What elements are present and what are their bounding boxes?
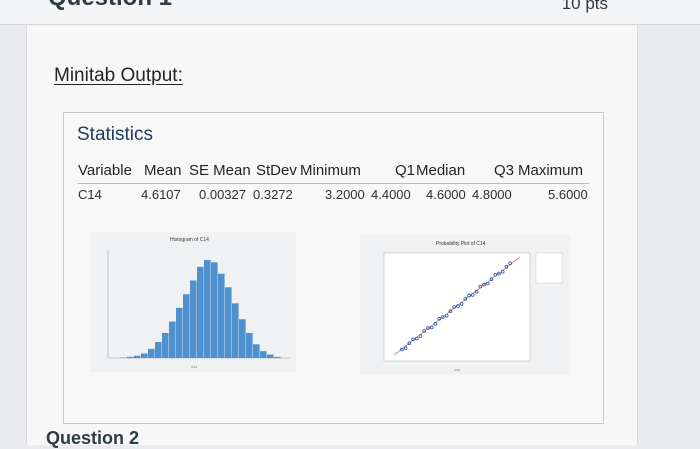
col-maximum: Maximum (518, 162, 583, 179)
table-rule (77, 183, 589, 184)
histogram-bar (274, 357, 281, 358)
probability-plot-xlabel: C14 (454, 368, 460, 372)
histogram-bar (183, 294, 190, 358)
histogram-bar (197, 267, 204, 358)
histogram-bar (155, 342, 162, 358)
histogram-bar (239, 319, 246, 358)
cell-variable: C14 (78, 187, 102, 202)
cell-q1: 4.4000 (371, 187, 411, 202)
histogram-bar (260, 351, 267, 358)
histogram-bar (162, 333, 169, 358)
cell-stdev: 0.3272 (253, 187, 293, 202)
statistics-heading: Statistics (77, 124, 153, 146)
col-minimum: Minimum (300, 162, 361, 179)
histogram-svg: C14 (90, 232, 296, 372)
histogram-bar (127, 357, 134, 358)
histogram-bar (232, 303, 239, 358)
section-title: Minitab Output: (54, 65, 183, 87)
question-title: Question 1 (48, 0, 172, 12)
col-variable: Variable (78, 162, 132, 179)
col-q1: Q1 (395, 162, 415, 179)
col-se-mean: SE Mean (189, 162, 251, 179)
histogram-bar (204, 260, 211, 358)
histogram-chart: Histogram of C14 C14 (90, 232, 296, 372)
histogram-bar (148, 349, 155, 358)
probability-plot-svg: C14 (360, 235, 570, 375)
cell-maximum: 5.6000 (548, 187, 588, 202)
histogram-xlabel: C14 (191, 365, 197, 369)
probability-plot-chart: Probability Plot of C14 C14 (360, 235, 570, 375)
cell-se-mean: 0.00327 (199, 187, 246, 202)
col-stdev: StDev (256, 162, 297, 179)
question-header: Question 1 10 pts (0, 0, 700, 25)
points-label: 10 pts (562, 0, 608, 14)
histogram-bar (141, 353, 148, 358)
histogram-bar (253, 344, 260, 358)
histogram-bar (225, 287, 232, 358)
histogram-bar (134, 356, 141, 358)
col-mean: Mean (144, 162, 182, 179)
cell-median: 4.6000 (426, 187, 466, 202)
histogram-bar (169, 322, 176, 358)
cell-q3: 4.8000 (472, 187, 512, 202)
histogram-bar (246, 333, 253, 358)
col-median: Median (416, 162, 465, 179)
histogram-bar (267, 355, 274, 358)
cell-minimum: 3.2000 (325, 187, 365, 202)
histogram-bar (190, 281, 197, 358)
histogram-bar (218, 274, 225, 358)
cell-mean: 4.6107 (141, 187, 181, 202)
histogram-bar (211, 262, 218, 358)
histogram-bar (176, 308, 183, 358)
col-q3: Q3 (494, 162, 514, 179)
